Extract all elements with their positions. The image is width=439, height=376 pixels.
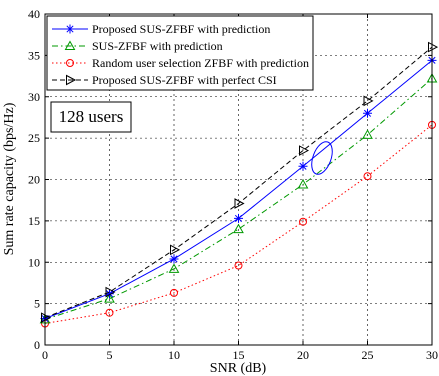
data-point-triangle: [363, 95, 374, 107]
annotation-label: 128 users: [59, 107, 124, 126]
data-point-triangle: [104, 293, 115, 303]
data-point-asterisk: [234, 213, 243, 223]
data-point-triangle: [297, 178, 309, 189]
series-line: [44, 124, 433, 324]
data-point-asterisk: [169, 254, 179, 264]
annotation-ellipse: [311, 141, 333, 175]
series-line: [44, 46, 433, 319]
series-line: [44, 78, 433, 320]
data-point-asterisk: [65, 24, 75, 34]
legend-box: [46, 15, 314, 91]
data-point-circle: [299, 217, 307, 226]
annotation-frame: [50, 101, 132, 133]
y-tick-label: 10: [28, 255, 40, 269]
legend-label: Random user selection ZFBF with predicti…: [92, 56, 309, 70]
data-point-triangle: [66, 74, 77, 86]
annotation-box: 128 users: [50, 101, 132, 133]
ticks: 0 5 10 15 20 25 30 0 5 10 15 20 25 30 35 40: [28, 7, 438, 362]
data-point-circle: [363, 172, 372, 181]
legend: Proposed SUS-ZFBF with prediction SUS-ZFB…: [46, 15, 314, 91]
data-point-triangle: [234, 198, 245, 209]
y-axis-title: Sum rate capacity (bps/Hz): [2, 102, 17, 255]
legend-label: Proposed SUS-ZFBF with prediction: [92, 22, 270, 36]
data-point-asterisk: [363, 108, 372, 118]
data-point-triangle: [64, 40, 76, 50]
legend-entry: SUS-ZFBF with prediction: [52, 39, 223, 53]
data-point-triangle: [299, 145, 310, 156]
series-0: [40, 55, 437, 324]
data-point-triangle: [233, 223, 244, 234]
x-tick-label: 0: [42, 348, 48, 362]
x-tick-label: 25: [362, 348, 374, 362]
data-point-triangle: [428, 41, 439, 53]
legend-label: Proposed SUS-ZFBF with perfect CSI: [92, 73, 277, 87]
x-axis-title: SNR (dB): [210, 361, 267, 376]
y-tick-label: 20: [28, 173, 40, 187]
x-tick-label: 10: [168, 348, 180, 362]
x-tick-label: 30: [426, 348, 438, 362]
data-point-triangle: [362, 129, 373, 139]
y-tick-label: 15: [28, 214, 40, 228]
legend-entry: Random user selection ZFBF with predicti…: [52, 56, 309, 70]
x-tick-label: 20: [297, 348, 309, 362]
data-point-circle: [170, 288, 178, 297]
y-tick-label: 30: [28, 90, 40, 104]
legend-label: SUS-ZFBF with prediction: [92, 39, 223, 53]
y-tick-label: 0: [34, 338, 40, 352]
x-tick-label: 15: [233, 348, 245, 362]
legend-entry: Proposed SUS-ZFBF with perfect CSI: [52, 73, 277, 87]
y-tick-label: 25: [28, 131, 40, 145]
y-tick-label: 5: [34, 297, 40, 311]
data-point-asterisk: [298, 161, 308, 171]
data-point-circle: [66, 59, 74, 67]
data-point-circle: [234, 261, 243, 270]
data-point-triangle: [168, 263, 180, 273]
x-tick-label: 5: [107, 348, 113, 362]
data-point-triangle: [41, 312, 52, 324]
series-3: [41, 41, 439, 324]
data-point-triangle: [170, 244, 181, 256]
series-layer: [39, 41, 439, 328]
legend-entry: Proposed SUS-ZFBF with prediction: [52, 22, 270, 36]
data-point-circle: [105, 308, 114, 317]
y-tick-label: 35: [28, 48, 40, 62]
data-point-triangle: [105, 286, 116, 298]
data-point-asterisk: [105, 289, 114, 299]
y-tick-label: 40: [28, 7, 40, 21]
